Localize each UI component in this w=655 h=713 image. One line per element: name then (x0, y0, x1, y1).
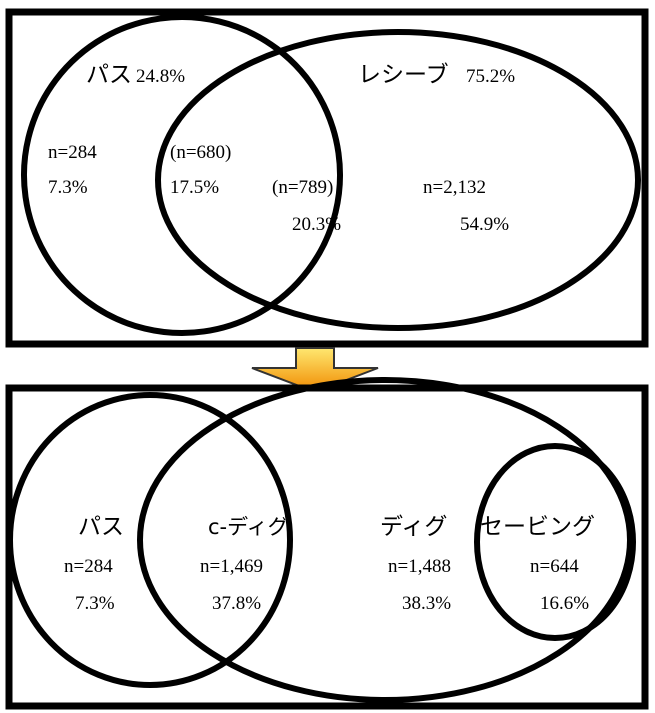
bottom-cdig-n: n=1,469 (200, 556, 263, 577)
top-receive-only-n: n=2,132 (423, 177, 486, 198)
top-overlap-b-n: (n=789) (272, 177, 333, 198)
bottom-pass-pct: 7.3% (75, 593, 115, 614)
bottom-pass-n: n=284 (64, 556, 113, 577)
bottom-dig-n: n=1,488 (388, 556, 451, 577)
top-overlap-b-pct: 20.3% (292, 214, 341, 235)
top-pass-only-n: n=284 (48, 142, 97, 163)
bottom-pass-ellipse (7, 392, 293, 688)
top-receive-label: レシーブ (358, 62, 449, 88)
top-pass-ellipse (21, 14, 343, 336)
top-pass-pct: 24.8% (136, 66, 185, 87)
bottom-saving-pct: 16.6% (540, 593, 589, 614)
top-overlap-a-pct: 17.5% (170, 177, 219, 198)
bottom-saving-n: n=644 (530, 556, 579, 577)
bottom-saving-label: セービング (480, 514, 595, 540)
top-receive-ellipse (155, 29, 641, 331)
bottom-dig-label: ディグ (380, 514, 447, 540)
top-receive-pct: 75.2% (466, 66, 515, 87)
bottom-pass-label: パス (78, 514, 124, 540)
bottom-dig-pct: 38.3% (402, 593, 451, 614)
bottom-panel-frame (5, 384, 649, 710)
top-overlap-a-n: (n=680) (170, 142, 231, 163)
bottom-saving-ellipse (474, 443, 636, 641)
top-receive-only-pct: 54.9% (460, 214, 509, 235)
top-panel-frame (5, 8, 649, 348)
bottom-cdig-pct: 37.8% (212, 593, 261, 614)
bottom-cdig-label: c-ディグ (208, 515, 289, 539)
top-pass-only-pct: 7.3% (48, 177, 88, 198)
top-pass-label: パス (86, 62, 132, 88)
